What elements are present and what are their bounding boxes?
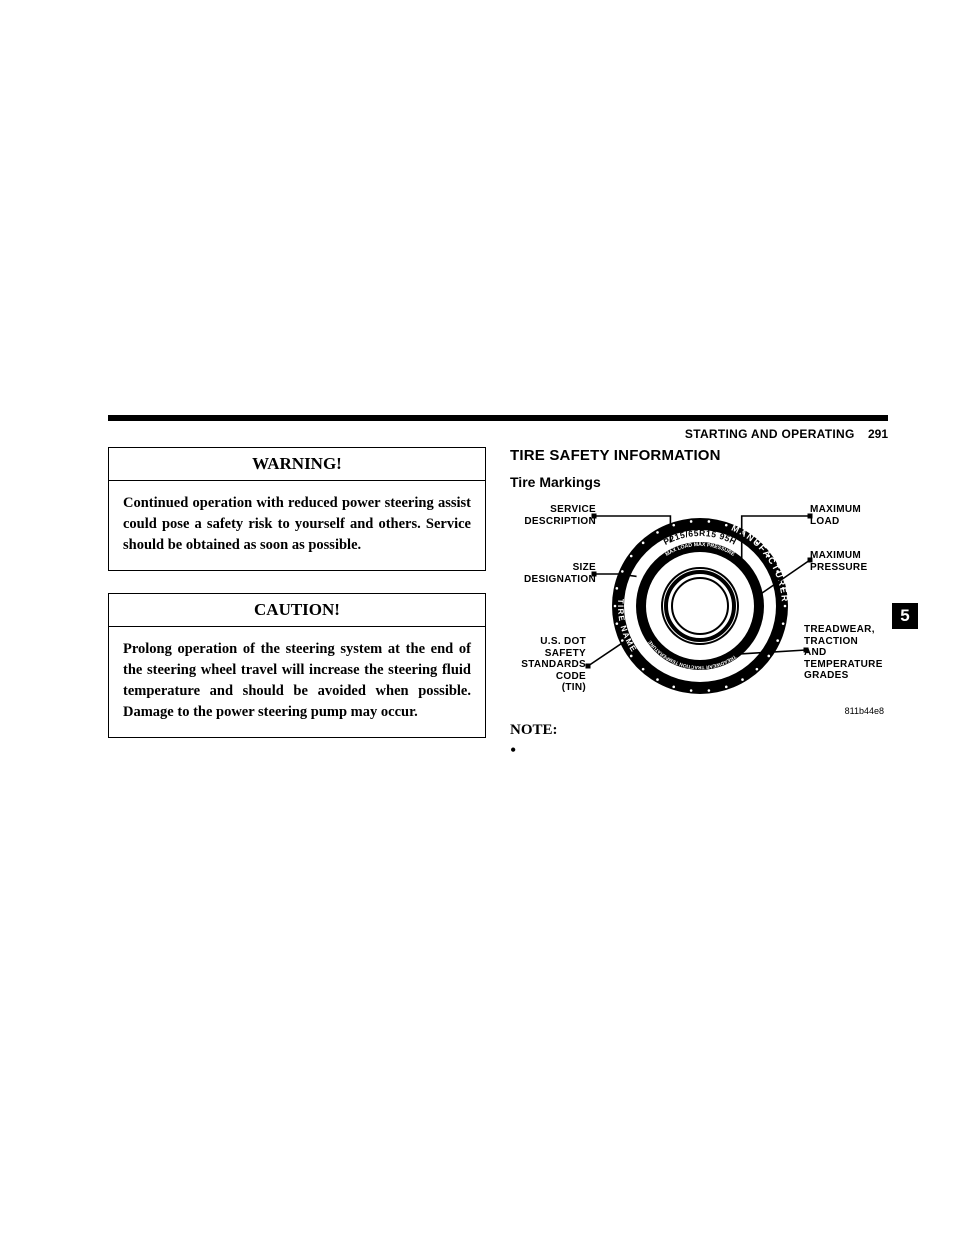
callout-service-description: SERVICEDESCRIPTION <box>506 504 596 527</box>
warning-body: Continued operation with reduced power s… <box>109 481 485 570</box>
right-column: TIRE SAFETY INFORMATION Tire Markings MA… <box>510 447 888 759</box>
chapter-tab-number: 5 <box>900 606 909 626</box>
header-page-number: 291 <box>868 427 888 441</box>
callout-max-load: MAXIMUMLOAD <box>810 504 890 527</box>
caution-title: CAUTION! <box>109 594 485 627</box>
callout-max-pressure: MAXIMUMPRESSURE <box>810 550 890 573</box>
tire-diagram: MANUFACTURERTIRE NAMEP215/65R15 95HMAX L… <box>510 498 888 716</box>
warning-box: WARNING! Continued operation with reduce… <box>108 447 486 571</box>
header-section-title: STARTING AND OPERATING <box>685 427 855 441</box>
caution-body: Prolong operation of the steering system… <box>109 627 485 737</box>
left-column: WARNING! Continued operation with reduce… <box>108 447 486 760</box>
callout-dot-code: U.S. DOTSAFETYSTANDARDSCODE(TIN) <box>506 636 586 694</box>
image-reference: 811b44e8 <box>845 706 884 716</box>
header-rule <box>108 415 888 421</box>
callout-grades: TREADWEAR,TRACTIONANDTEMPERATUREGRADES <box>804 624 896 682</box>
callout-size-designation: SIZEDESIGNATION <box>506 562 596 585</box>
note-label: NOTE: <box>510 722 888 739</box>
tire-safety-heading: TIRE SAFETY INFORMATION <box>510 447 888 464</box>
tire-markings-subheading: Tire Markings <box>510 474 888 490</box>
running-header: STARTING AND OPERATING 291 <box>685 427 888 441</box>
caution-box: CAUTION! Prolong operation of the steeri… <box>108 593 486 738</box>
warning-title: WARNING! <box>109 448 485 481</box>
note-bullet: • <box>510 741 888 759</box>
